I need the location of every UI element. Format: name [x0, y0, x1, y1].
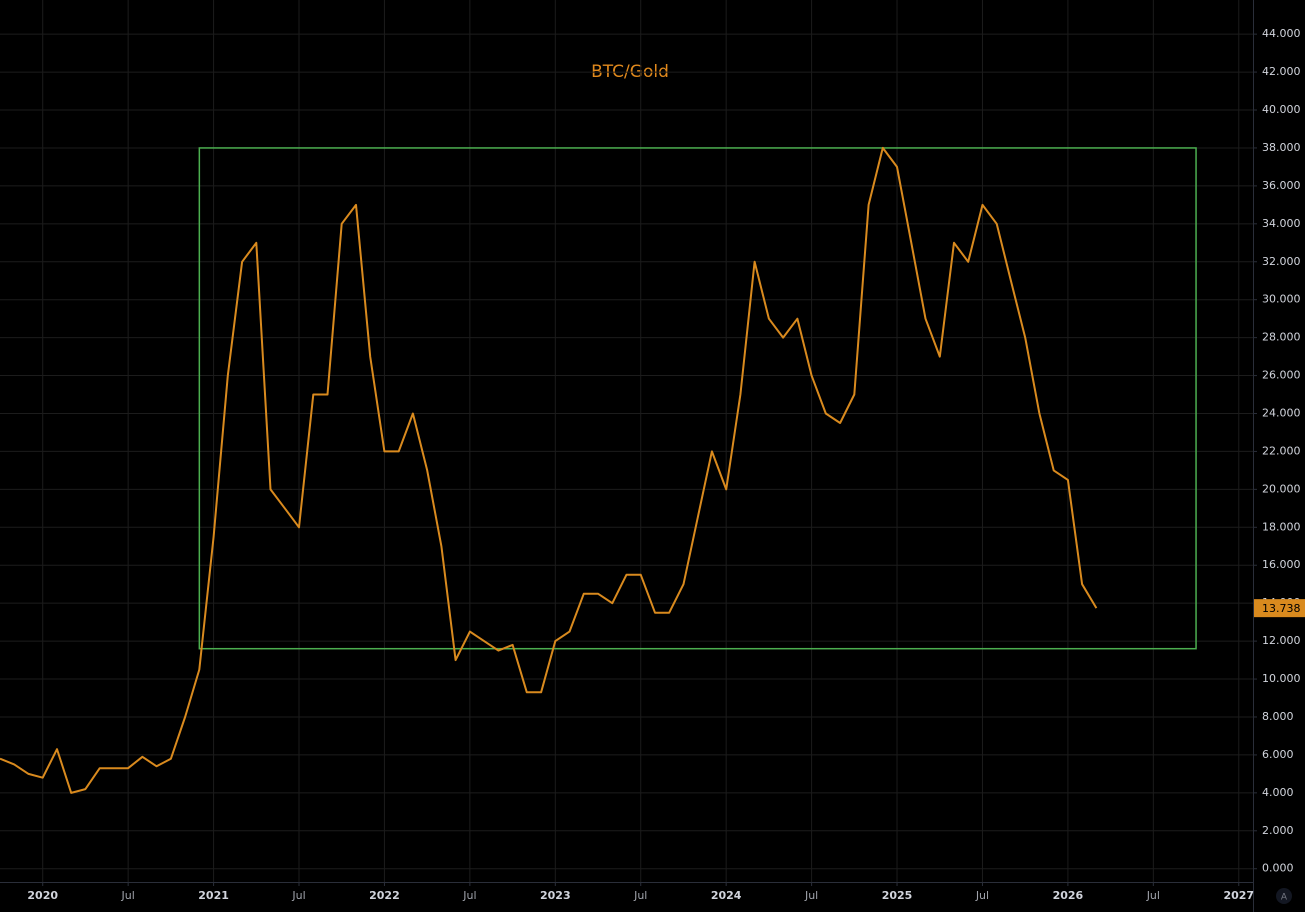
x-tick-label: Jul [121, 889, 135, 902]
y-tick-label: 10.000 [1262, 672, 1301, 685]
x-tick-label: Jul [975, 889, 989, 902]
price-line [0, 146, 1098, 794]
x-tick-label: Jul [804, 889, 818, 902]
y-tick-label: 2.000 [1262, 824, 1294, 837]
range-box [198, 147, 1197, 650]
y-tick-label: 44.000 [1262, 27, 1301, 40]
y-tick-label: 16.000 [1262, 558, 1301, 571]
y-tick-label: 20.000 [1262, 482, 1301, 495]
y-tick-label: 40.000 [1262, 103, 1301, 116]
last-value-label: 13.738 [1262, 602, 1301, 615]
y-tick-label: 42.000 [1262, 65, 1301, 78]
y-tick-label: 38.000 [1262, 141, 1301, 154]
y-tick-label: 36.000 [1262, 179, 1301, 192]
y-tick-label: 26.000 [1262, 369, 1301, 382]
x-tick-label: 2023 [540, 889, 571, 902]
x-tick-label: 2021 [198, 889, 229, 902]
x-tick-label: Jul [1146, 889, 1160, 902]
y-tick-label: 18.000 [1262, 520, 1301, 533]
y-tick-label: 28.000 [1262, 331, 1301, 344]
last-value-badge [1254, 599, 1305, 618]
auto-scale-label[interactable]: A [1281, 893, 1288, 903]
y-tick-label: 32.000 [1262, 255, 1301, 268]
y-tick-label: 12.000 [1262, 634, 1301, 647]
auto-scale-button[interactable] [1276, 888, 1292, 904]
y-tick-label: 22.000 [1262, 444, 1301, 457]
x-tick-label: 2027 [1223, 889, 1254, 902]
x-tick-label: Jul [462, 889, 476, 902]
y-tick-label: 4.000 [1262, 786, 1294, 799]
x-tick-label: Jul [291, 889, 305, 902]
x-tick-label: 2022 [369, 889, 400, 902]
y-tick-label: 24.000 [1262, 406, 1301, 419]
x-tick-label: Jul [633, 889, 647, 902]
y-tick-label: 0.000 [1262, 862, 1294, 875]
x-tick-label: 2020 [27, 889, 58, 902]
x-tick-label: 2025 [882, 889, 913, 902]
y-tick-label: 8.000 [1262, 710, 1294, 723]
x-tick-label: 2024 [711, 889, 742, 902]
x-tick-label: 2026 [1053, 889, 1084, 902]
y-tick-label: 30.000 [1262, 293, 1301, 306]
y-tick-label: 6.000 [1262, 748, 1294, 761]
y-tick-label: 34.000 [1262, 217, 1301, 230]
